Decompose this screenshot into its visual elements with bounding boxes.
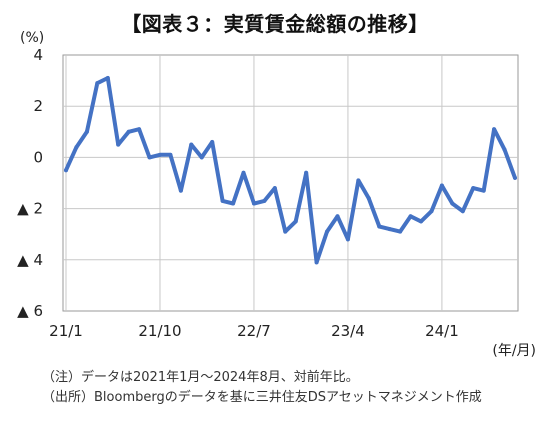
footnotes: （注）データは2021年1月～2024年8月、対前年比。 （出所）Bloombe… <box>42 368 482 408</box>
data-point <box>429 209 434 214</box>
data-point <box>199 155 204 160</box>
data-point <box>471 186 476 191</box>
data-point <box>377 224 382 229</box>
data-point <box>304 170 309 175</box>
data-point <box>272 186 277 191</box>
data-point <box>325 229 330 234</box>
y-tick-label: ▲ 6 <box>17 302 43 320</box>
data-point <box>251 201 256 206</box>
data-point <box>241 170 246 175</box>
gridlines <box>63 55 518 311</box>
data-point <box>147 155 152 160</box>
data-point <box>168 152 173 157</box>
data-point <box>398 229 403 234</box>
series-layer <box>64 76 517 265</box>
data-point <box>64 168 68 173</box>
data-point <box>84 129 89 134</box>
x-axis-ticks: 21/1 21/10 22/7 23/4 24/1 <box>49 322 459 340</box>
data-point <box>387 227 392 232</box>
data-point <box>513 175 517 180</box>
x-tick-label: 24/1 <box>425 322 459 340</box>
data-point <box>283 229 288 234</box>
data-point <box>74 145 79 150</box>
data-point <box>95 81 100 86</box>
footnote-source: （出所）Bloombergのデータを基に三井住友DSアセットマネジメント作成 <box>42 390 482 405</box>
data-point <box>116 142 121 147</box>
x-tick-label: 21/1 <box>49 322 83 340</box>
data-point <box>481 188 486 193</box>
data-point <box>126 129 131 134</box>
x-tick-label: 22/7 <box>237 322 271 340</box>
data-point <box>439 183 444 188</box>
y-tick-label: ▲ 4 <box>17 251 43 269</box>
x-axis-unit-label: (年/月) <box>492 343 536 359</box>
data-point <box>231 201 236 206</box>
data-point <box>419 219 424 224</box>
data-point <box>366 196 371 201</box>
data-point <box>105 76 110 81</box>
data-point <box>345 237 350 242</box>
data-point <box>262 198 267 203</box>
data-point <box>502 147 507 152</box>
x-tick-label: 21/10 <box>138 322 181 340</box>
data-point <box>189 142 194 147</box>
y-tick-label: 4 <box>33 46 43 64</box>
data-point <box>293 219 298 224</box>
data-point <box>178 188 183 193</box>
data-point <box>492 127 497 132</box>
data-point <box>210 140 215 145</box>
data-point <box>450 201 455 206</box>
data-point <box>460 209 465 214</box>
data-point <box>408 214 413 219</box>
data-point <box>356 178 361 183</box>
y-axis-unit-label: (%) <box>20 30 44 46</box>
chart-title: 【図表３：実質賃金総額の推移】 <box>121 12 429 36</box>
y-axis-ticks: 4 2 0 ▲ 2 ▲ 4 ▲ 6 <box>17 46 43 320</box>
data-point <box>137 127 142 132</box>
data-point <box>157 152 162 157</box>
y-tick-label: ▲ 2 <box>17 200 43 218</box>
x-tick-label: 23/4 <box>331 322 365 340</box>
data-point <box>335 214 340 219</box>
y-tick-label: 2 <box>33 97 43 115</box>
data-point <box>220 198 225 203</box>
series-line <box>64 76 517 265</box>
plot-area-frame <box>62 54 519 312</box>
data-point <box>314 260 319 265</box>
footnote-note: （注）データは2021年1月～2024年8月、対前年比。 <box>42 370 359 385</box>
y-tick-label: 0 <box>33 148 43 166</box>
